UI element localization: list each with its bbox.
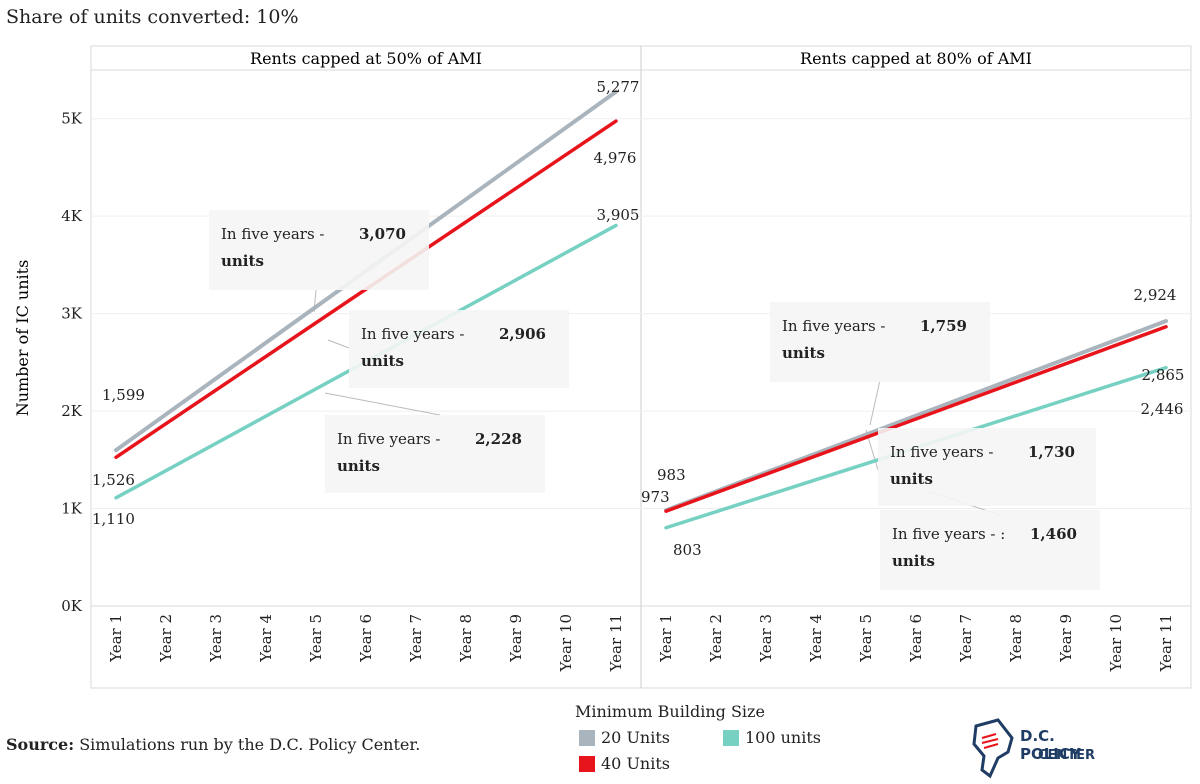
annotation-background (349, 310, 569, 388)
end-value-label: 2,924 (1134, 286, 1177, 304)
x-tick-label: Year 5 (307, 614, 325, 663)
y-tick-label: 1K (61, 500, 83, 518)
x-tick-label: Year 6 (357, 614, 375, 663)
annotation-value: 2,906 (499, 325, 546, 343)
end-value-label: 3,905 (597, 206, 640, 224)
legend-label: 100 units (745, 728, 821, 747)
legend-swatch (579, 729, 595, 746)
y-tick-label: 4K (61, 207, 83, 225)
annotation-background (209, 210, 429, 290)
annotation-background (325, 415, 545, 493)
annotation-value: 1,460 (1030, 525, 1077, 543)
x-tick-label: Year 8 (457, 614, 475, 663)
annotation-prefix: In five years - (221, 225, 324, 243)
end-value-label: 2,446 (1141, 400, 1184, 418)
annotation-prefix: In five years - : (892, 525, 1005, 543)
legend-swatch (723, 729, 739, 746)
legend-item: 100 units (723, 728, 821, 747)
annotation-box: In five years - 1,730 units (878, 428, 1096, 506)
annotation-prefix: In five years - (782, 317, 885, 335)
y-tick-label: 0K (61, 597, 83, 615)
start-value-label: 803 (673, 541, 702, 559)
legend: Minimum Building Size 20 Units 40 Units 10… (575, 702, 821, 773)
y-tick-label: 2K (61, 402, 83, 420)
annotation-box: In five years - 2,906 units (349, 310, 569, 388)
chart-title: Share of units converted: 10% (6, 6, 299, 28)
annotation-leader (327, 339, 350, 349)
annotation-value: 1,730 (1028, 443, 1075, 461)
panel-2: Rents capped at 80% of AMI Year 1 Year 2 Ye… (641, 49, 1184, 672)
start-value-label: 1,110 (92, 510, 135, 528)
x-tick-label: Year 11 (1157, 614, 1175, 672)
end-value-label: 5,277 (597, 78, 640, 96)
annotation-background (880, 510, 1100, 590)
annotation-unit: units (361, 352, 404, 370)
y-tick-label: 3K (61, 305, 83, 323)
x-tick-label: Year 7 (407, 614, 425, 663)
source-text: Simulations run by the D.C. Policy Cente… (79, 735, 421, 754)
annotation-prefix: In five years - (890, 443, 993, 461)
annotation-box: In five years - 3,070 units (209, 210, 429, 290)
annotation-box: In five years - 1,759 units (770, 302, 990, 382)
x-tick-label: Year 11 (607, 614, 625, 672)
dc-policy-center-logo: D.C. POLICY CENTER (968, 718, 1118, 780)
x-tick-label: Year 2 (157, 614, 175, 663)
y-axis-title: Number of IC units (13, 260, 32, 417)
annotation-leader (869, 379, 881, 426)
annotation-unit: units (892, 552, 935, 570)
x-tick-label: Year 1 (107, 614, 125, 663)
panel-title: Rents capped at 80% of AMI (800, 49, 1032, 68)
x-tick-label: Year 7 (957, 614, 975, 663)
y-tick-label: 5K (61, 110, 83, 128)
annotation-leader (324, 392, 441, 416)
annotation-value: 2,228 (475, 430, 522, 448)
logo-line1: D.C. POLICY (1020, 727, 1081, 763)
x-tick-label: Year 8 (1007, 614, 1025, 663)
annotation-box: In five years - : 1,460 units (880, 510, 1100, 590)
annotation-unit: units (890, 470, 933, 488)
panel-1: Rents capped at 50% of AMI Year 1 Year 2 Ye… (92, 49, 639, 672)
x-tick-label: Year 1 (657, 614, 675, 663)
annotation-background (878, 428, 1096, 506)
start-value-label: 983 (657, 466, 686, 484)
source-label: Source: (6, 735, 75, 754)
x-tick-label: Year 4 (807, 614, 825, 663)
annotation-value: 1,759 (920, 317, 967, 335)
legend-label: 20 Units (601, 728, 670, 747)
x-tick-label: Year 10 (1107, 614, 1125, 672)
logo-line2: CENTER (1038, 748, 1096, 763)
x-tick-label: Year 3 (757, 614, 775, 663)
annotation-background (770, 302, 990, 382)
end-value-label: 4,976 (594, 149, 637, 167)
start-value-label: 1,526 (92, 471, 135, 489)
start-value-label: 1,599 (102, 386, 145, 404)
annotation-box: In five years - 2,228 units (325, 415, 545, 493)
x-tick-label: Year 9 (507, 614, 525, 663)
annotation-unit: units (782, 344, 825, 362)
x-tick-label: Year 5 (857, 614, 875, 663)
panel-title: Rents capped at 50% of AMI (250, 49, 482, 68)
legend-item: 20 Units (579, 728, 670, 747)
source-note: Source: Simulations run by the D.C. Poli… (6, 735, 420, 754)
annotation-value: 3,070 (359, 225, 406, 243)
legend-label: 40 Units (601, 754, 670, 773)
x-tick-label: Year 6 (907, 614, 925, 663)
series-line-40-units (664, 325, 1168, 513)
capitol-map-icon (972, 718, 1014, 779)
annotation-prefix: In five years - (337, 430, 440, 448)
start-value-label: 973 (641, 488, 670, 506)
legend-item: 40 Units (579, 754, 670, 773)
x-tick-label: Year 9 (1057, 614, 1075, 663)
x-tick-label: Year 10 (557, 614, 575, 672)
x-tick-label: Year 2 (707, 614, 725, 663)
end-value-label: 2,865 (1142, 366, 1185, 384)
x-tick-label: Year 4 (257, 614, 275, 663)
x-tick-label: Year 3 (207, 614, 225, 663)
annotation-unit: units (221, 252, 264, 270)
legend-title: Minimum Building Size (575, 702, 765, 721)
annotation-prefix: In five years - (361, 325, 464, 343)
legend-swatch (579, 755, 595, 772)
annotation-unit: units (337, 457, 380, 475)
